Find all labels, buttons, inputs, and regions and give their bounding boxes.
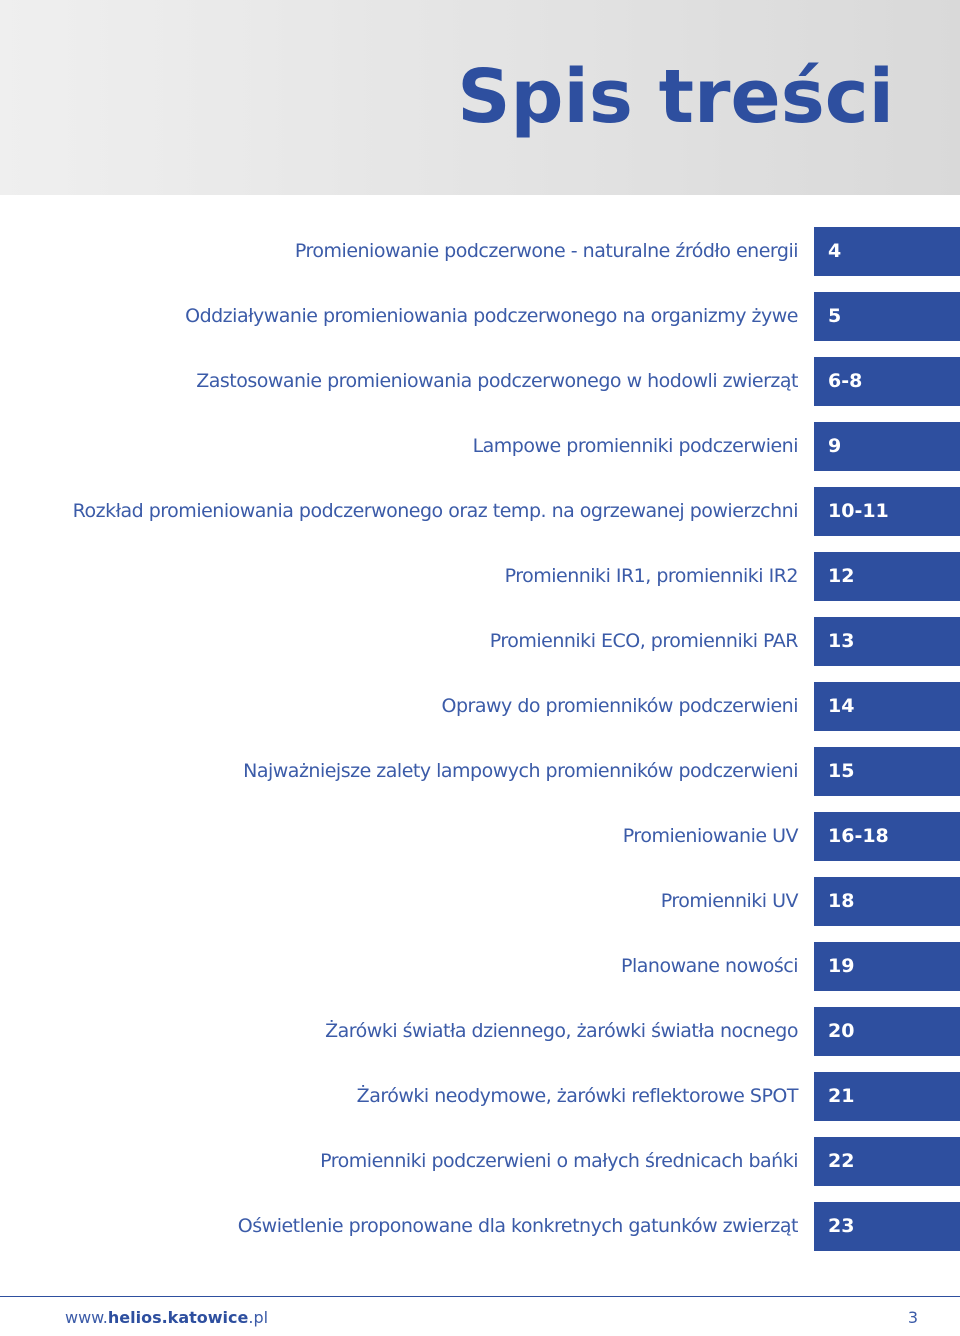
toc-entry-page: 14 bbox=[814, 682, 960, 731]
toc-entry-label: Promieniowanie podczerwone - naturalne ź… bbox=[294, 240, 799, 262]
footer-url-suffix: .pl bbox=[248, 1308, 269, 1327]
toc-entry[interactable]: Zastosowanie promieniowania podczerwoneg… bbox=[0, 357, 960, 406]
toc-entry-label: Żarówki neodymowe, żarówki reflektorowe … bbox=[356, 1085, 799, 1107]
toc-entry-page: 21 bbox=[814, 1072, 960, 1121]
toc-entry-label: Najważniejsze zalety lampowych promienni… bbox=[243, 760, 798, 782]
toc-entry-page: 13 bbox=[814, 617, 960, 666]
toc-entry[interactable]: Żarówki neodymowe, żarówki reflektorowe … bbox=[0, 1072, 960, 1121]
table-of-contents: Promieniowanie podczerwone - naturalne ź… bbox=[0, 227, 960, 1267]
toc-entry-page: 22 bbox=[814, 1137, 960, 1186]
toc-entry-label: Oddziaływanie promieniowania podczerwone… bbox=[185, 305, 798, 327]
toc-entry-page: 18 bbox=[814, 877, 960, 926]
toc-entry-label: Oprawy do promienników podczerwieni bbox=[441, 695, 799, 717]
toc-entry-page: 16-18 bbox=[814, 812, 960, 861]
toc-entry-page: 9 bbox=[814, 422, 960, 471]
toc-entry[interactable]: Planowane nowości 19 bbox=[0, 942, 960, 991]
toc-entry-page: 5 bbox=[814, 292, 960, 341]
toc-entry-label: Promienniki IR1, promienniki IR2 bbox=[504, 565, 799, 587]
toc-entry[interactable]: Najważniejsze zalety lampowych promienni… bbox=[0, 747, 960, 796]
toc-entry-page: 4 bbox=[814, 227, 960, 276]
footer-page-number: 3 bbox=[907, 1308, 918, 1327]
toc-entry-label: Promienniki UV bbox=[660, 890, 799, 912]
toc-entry[interactable]: Promienniki podczerwieni o małych średni… bbox=[0, 1137, 960, 1186]
footer-website-link[interactable]: www.helios.katowice.pl bbox=[65, 1306, 268, 1330]
toc-entry-label: Promieniowanie UV bbox=[622, 825, 799, 847]
toc-entry[interactable]: Lampowe promienniki podczerwieni 9 bbox=[0, 422, 960, 471]
toc-entry-page: 10-11 bbox=[814, 487, 960, 536]
toc-entry-page: 15 bbox=[814, 747, 960, 796]
toc-entry[interactable]: Promienniki UV 18 bbox=[0, 877, 960, 926]
toc-entry-label: Rozkład promieniowania podczerwonego ora… bbox=[72, 500, 799, 522]
toc-entry-page: 23 bbox=[814, 1202, 960, 1251]
toc-entry[interactable]: Promienniki ECO, promienniki PAR 13 bbox=[0, 617, 960, 666]
toc-entry-page: 20 bbox=[814, 1007, 960, 1056]
page-title: Spis treści bbox=[457, 54, 894, 140]
footer-url-prefix: www. bbox=[65, 1308, 108, 1327]
toc-entry-page: 12 bbox=[814, 552, 960, 601]
toc-entry[interactable]: Promieniowanie UV 16-18 bbox=[0, 812, 960, 861]
toc-entry[interactable]: Oddziaływanie promieniowania podczerwone… bbox=[0, 292, 960, 341]
toc-entry[interactable]: Rozkład promieniowania podczerwonego ora… bbox=[0, 487, 960, 536]
toc-entry-label: Promienniki podczerwieni o małych średni… bbox=[320, 1150, 798, 1172]
toc-entry[interactable]: Żarówki światła dziennego, żarówki świat… bbox=[0, 1007, 960, 1056]
footer-divider bbox=[0, 1296, 960, 1297]
toc-entry-label: Żarówki światła dziennego, żarówki świat… bbox=[325, 1020, 798, 1042]
toc-entry-label: Zastosowanie promieniowania podczerwoneg… bbox=[196, 370, 798, 392]
toc-entry-label: Lampowe promienniki podczerwieni bbox=[472, 435, 799, 457]
toc-entry[interactable]: Oprawy do promienników podczerwieni 14 bbox=[0, 682, 960, 731]
header-band: Spis treści bbox=[0, 0, 960, 195]
toc-entry[interactable]: Oświetlenie proponowane dla konkretnych … bbox=[0, 1202, 960, 1251]
toc-entry-page: 6-8 bbox=[814, 357, 960, 406]
toc-entry-label: Promienniki ECO, promienniki PAR bbox=[489, 630, 799, 652]
toc-entry-page: 19 bbox=[814, 942, 960, 991]
toc-entry-label: Planowane nowości bbox=[621, 955, 798, 977]
toc-entry[interactable]: Promienniki IR1, promienniki IR2 12 bbox=[0, 552, 960, 601]
toc-entry-label: Oświetlenie proponowane dla konkretnych … bbox=[237, 1215, 799, 1237]
toc-entry[interactable]: Promieniowanie podczerwone - naturalne ź… bbox=[0, 227, 960, 276]
footer-url-domain: helios.katowice bbox=[107, 1308, 249, 1327]
